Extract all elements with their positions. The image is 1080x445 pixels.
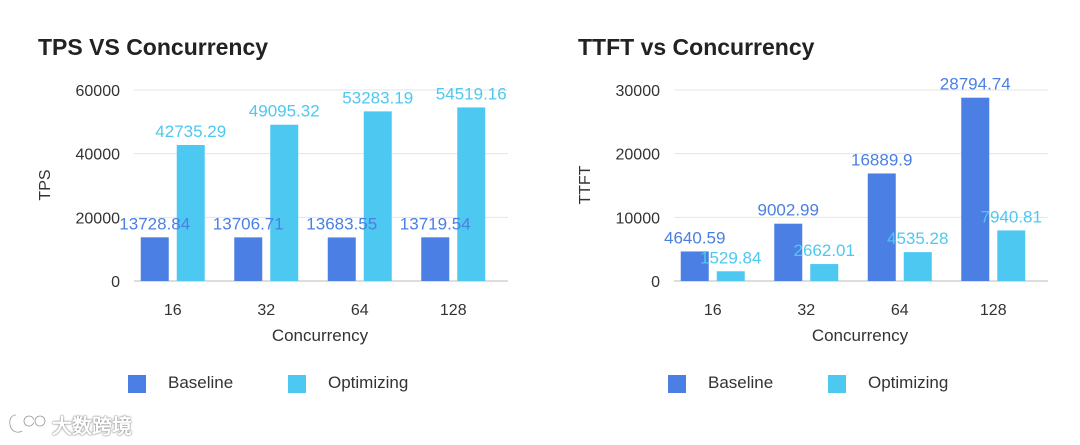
x-tick-label: 128 — [440, 302, 467, 319]
bar-baseline-64[interactable] — [327, 237, 356, 281]
chart-title: TTFT vs Concurrency — [578, 34, 815, 60]
data-label: 54519.16 — [436, 84, 507, 103]
data-label: 1529.84 — [700, 248, 761, 267]
logo-icon — [8, 413, 47, 434]
data-label: 53283.19 — [342, 88, 413, 107]
data-label: 49095.32 — [249, 102, 320, 121]
data-label: 13728.84 — [119, 214, 190, 233]
chart-tps-plot: 0 20000 40000 60000 16 32 64 128 13728.84 13706.7… — [76, 83, 508, 319]
bar-optimizing-32[interactable] — [270, 124, 299, 282]
data-label: 13706.71 — [213, 214, 284, 233]
legend-swatch-baseline — [668, 375, 686, 393]
watermark-text: 大数跨境 — [52, 415, 132, 438]
y-tick-label: 20000 — [616, 147, 661, 164]
x-axis-title: Concurrency — [811, 326, 909, 345]
x-tick-label: 32 — [797, 302, 815, 319]
bar-optimizing-32[interactable] — [810, 264, 839, 281]
bar-baseline-128[interactable] — [421, 237, 450, 281]
x-tick-label: 64 — [891, 302, 909, 319]
bar-baseline-128[interactable] — [961, 97, 990, 281]
chart-tps: 0 20000 40000 60000 16 32 64 128 13728.84 13706.7… — [37, 34, 508, 393]
chart-ttft-plot: 0 10000 20000 30000 16 32 64 128 4640.59 9002.99 1… — [616, 75, 1048, 319]
bar-optimizing-128[interactable] — [997, 230, 1026, 281]
data-label: 28794.74 — [940, 75, 1011, 94]
data-label: 42735.29 — [155, 122, 226, 141]
data-label: 9002.99 — [758, 201, 819, 220]
x-tick-label: 32 — [257, 302, 275, 319]
y-axis-title: TTFT — [577, 165, 594, 205]
legend-label-optimizing: Optimizing — [868, 373, 949, 392]
bar-optimizing-16[interactable] — [176, 144, 205, 281]
bar-baseline-32[interactable] — [774, 223, 803, 281]
data-label: 13683.55 — [306, 214, 377, 233]
chart-ttft: 0 10000 20000 30000 16 32 64 128 4640.59 9002.99 1… — [540, 0, 1080, 445]
data-label: 7940.81 — [981, 207, 1042, 226]
bar-optimizing-64[interactable] — [903, 252, 932, 281]
data-label: 4535.28 — [887, 229, 948, 248]
legend-swatch-baseline — [128, 375, 146, 393]
y-tick-label: 0 — [651, 274, 660, 291]
x-axis-title: Concurrency — [271, 326, 369, 345]
bar-baseline-64[interactable] — [867, 173, 896, 281]
legend-label-optimizing: Optimizing — [328, 373, 409, 392]
bar-baseline-32[interactable] — [234, 237, 263, 281]
watermark: 大数跨境 — [8, 410, 132, 438]
data-label: 13719.54 — [400, 214, 471, 233]
data-label: 16889.9 — [851, 150, 912, 169]
x-tick-label: 16 — [704, 302, 722, 319]
x-tick-label: 128 — [980, 302, 1007, 319]
x-tick-label: 64 — [351, 302, 369, 319]
bar-optimizing-16[interactable] — [716, 271, 745, 281]
y-axis-title: TPS — [37, 169, 54, 201]
y-tick-label: 0 — [111, 274, 120, 291]
legend-label-baseline: Baseline — [708, 373, 774, 392]
legend-swatch-optimizing — [288, 375, 306, 393]
x-tick-label: 16 — [164, 302, 182, 319]
legend-label-baseline: Baseline — [168, 373, 234, 392]
bar-baseline-16[interactable] — [140, 237, 169, 281]
bar-baseline-16[interactable] — [680, 251, 709, 281]
data-label: 2662.01 — [794, 241, 855, 260]
y-tick-label: 30000 — [616, 83, 661, 100]
legend-swatch-optimizing — [828, 375, 846, 393]
y-tick-label: 40000 — [76, 147, 121, 164]
data-label: 4640.59 — [664, 228, 725, 247]
y-tick-label: 10000 — [616, 210, 661, 227]
bar-optimizing-64[interactable] — [363, 111, 392, 282]
y-tick-label: 60000 — [76, 83, 121, 100]
bar-optimizing-128[interactable] — [457, 107, 486, 281]
y-tick-label: 20000 — [76, 210, 121, 227]
chart-title: TPS VS Concurrency — [38, 34, 269, 60]
